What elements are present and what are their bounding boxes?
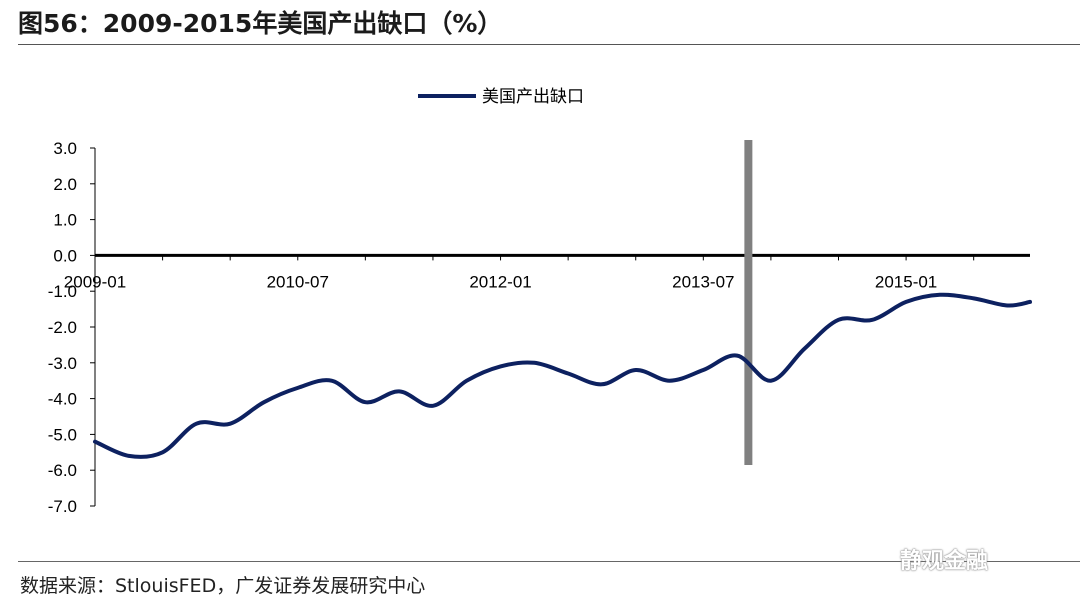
x-tick-label: 2015-01 [875,272,937,291]
x-tick-label: 2009-01 [64,272,126,291]
y-tick-label: 1.0 [53,211,77,230]
y-tick-label: 2.0 [53,175,77,194]
series-layer [93,292,1032,459]
legend: 美国产出缺口 [418,87,584,106]
watermark-logo: 静观金融 [900,549,989,574]
series-line [93,292,1032,459]
x-tick-label: 2013-07 [672,272,734,291]
x-tick-label: 2010-07 [267,272,329,291]
y-tick-label: -5.0 [48,425,77,444]
y-tick-label: -1.0 [48,282,77,301]
footer-divider [18,561,1080,562]
y-tick-label: 0.0 [53,246,77,265]
legend-label: 美国产出缺口 [482,87,584,106]
x-axis: 2009-01 2010-07 2012-01 2013-07 2015-01 [64,253,1030,291]
chart: 美国产出缺口 3.0 2.0 1.0 0.0 -1.0 -2.0 -3.0 -4.0 -5.0 -… [48,87,1032,516]
y-tick-label: -2.0 [48,318,77,337]
y-tick-label: -7.0 [48,497,77,516]
chart-title: 图56：2009-2015年美国产出缺口（%） [18,9,503,38]
y-tick-label: -6.0 [48,461,77,480]
data-source-note: 数据来源：StlouisFED，广发证券发展研究中心 [20,575,426,597]
y-tick-label: -4.0 [48,390,77,409]
title-divider [18,44,1080,45]
y-tick-label: 3.0 [53,139,77,158]
x-tick-label: 2012-01 [469,272,531,291]
y-tick-label: -3.0 [48,354,77,373]
y-axis: 3.0 2.0 1.0 0.0 -1.0 -2.0 -3.0 -4.0 -5.0 -6.0 -7.0 [48,139,96,516]
